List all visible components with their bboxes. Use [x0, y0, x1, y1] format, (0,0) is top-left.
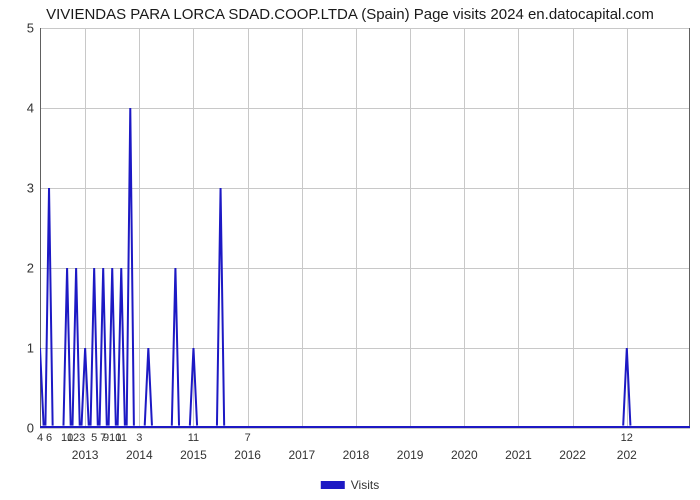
- x-month-label: 5: [91, 428, 97, 444]
- legend-label: Visits: [351, 478, 379, 492]
- y-tick-label: 1: [27, 341, 40, 356]
- x-year-label: 2019: [397, 428, 424, 462]
- x-year-label: 2022: [559, 428, 586, 462]
- x-month-label: 12: [621, 428, 633, 444]
- x-year-label: 2017: [288, 428, 315, 462]
- x-month-label: 123: [67, 428, 85, 444]
- y-tick-label: 5: [27, 21, 40, 36]
- x-month-label: 3: [136, 428, 142, 444]
- chart-title: VIVIENDAS PARA LORCA SDAD.COOP.LTDA (Spa…: [0, 6, 700, 23]
- plot-area: 0123452013201420152016201720182019202020…: [40, 28, 690, 428]
- x-month-label: 11: [116, 428, 127, 444]
- x-month-label: 11: [188, 428, 199, 444]
- y-tick-label: 2: [27, 261, 40, 276]
- x-year-label: 2020: [451, 428, 478, 462]
- series-path: [40, 108, 630, 426]
- y-tick-label: 4: [27, 101, 40, 116]
- legend-swatch: [321, 481, 345, 489]
- y-tick-label: 3: [27, 181, 40, 196]
- chart-container: VIVIENDAS PARA LORCA SDAD.COOP.LTDA (Spa…: [0, 0, 700, 500]
- x-year-label: 2021: [505, 428, 532, 462]
- x-month-label: 4: [37, 428, 43, 444]
- legend: Visits: [321, 478, 379, 492]
- x-year-label: 2018: [343, 428, 370, 462]
- x-month-label: 7: [245, 428, 251, 444]
- x-month-label: 6: [46, 428, 52, 444]
- series-svg: [40, 28, 690, 428]
